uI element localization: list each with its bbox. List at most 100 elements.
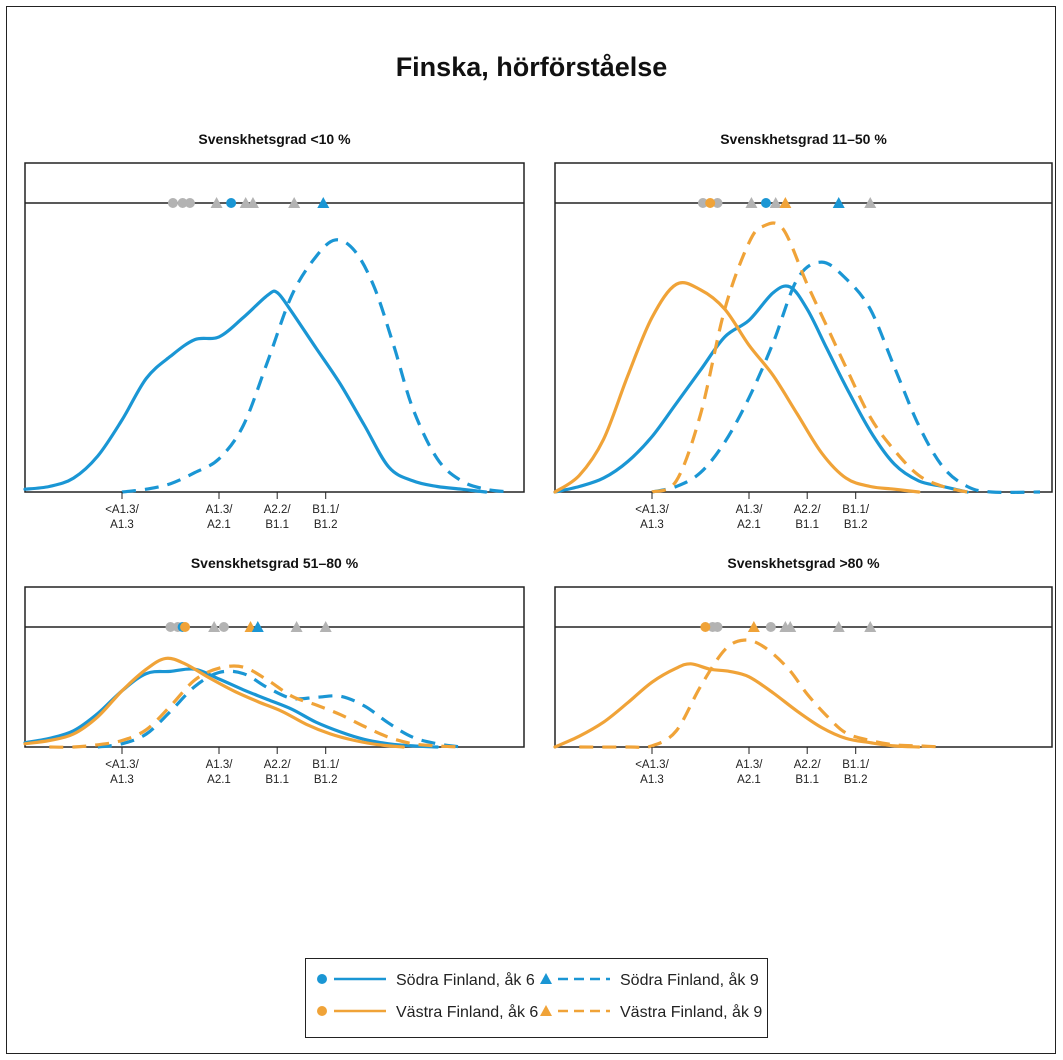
grey-circle-marker [177, 198, 188, 208]
grey-triangle-marker [784, 621, 797, 632]
x-tick-label: A1.3/ [736, 759, 764, 771]
grey-triangle-marker [288, 197, 301, 208]
x-tick-label: B1.1 [795, 519, 819, 531]
x-tick-label: B1.1/ [312, 504, 340, 516]
mean-triangle-marker [779, 197, 792, 208]
figure-frame [6, 6, 1056, 1054]
density-line-2 [97, 669, 462, 749]
x-tick-label: B1.1/ [842, 504, 870, 516]
plot-box [554, 162, 1053, 493]
x-tick-label: B1.2 [844, 774, 868, 786]
panel-title: Svenskhetsgrad 51–80 % [191, 555, 359, 571]
density-line-1 [553, 662, 921, 749]
grey-circle-marker [167, 198, 178, 208]
legend-item: Västra Finland, åk 6 [317, 1003, 538, 1021]
x-tick-label: <A1.3/ [635, 504, 669, 516]
x-tick-label: A2.1 [207, 519, 231, 531]
x-tick-label: <A1.3/ [105, 759, 139, 771]
legend-label: Södra Finland, åk 6 [396, 971, 535, 989]
density-line-4 [49, 664, 462, 749]
grey-triangle-marker [864, 197, 877, 208]
x-tick-label: B1.1/ [842, 759, 870, 771]
grey-triangle-marker [210, 197, 223, 208]
x-tick-label: A2.1 [737, 519, 761, 531]
legend-item: Södra Finland, åk 6 [317, 971, 535, 989]
mean-triangle-marker [251, 621, 264, 632]
legend-circle-icon [317, 974, 327, 984]
mean-triangle-marker [317, 197, 330, 208]
legend: Södra Finland, åk 6 Södra Finland, åk 9 Vä… [305, 958, 768, 1038]
grey-triangle-marker [290, 621, 303, 632]
x-tick-label: A2.1 [737, 774, 761, 786]
density-line-1 [23, 289, 488, 494]
density-panels: Svenskhetsgrad <10 % <A1.3/A1.3 A1.3/A2.1 A… [23, 131, 1053, 786]
grey-triangle-marker [864, 621, 877, 632]
legend-label: Västra Finland, åk 9 [620, 1003, 762, 1021]
x-tick-label: A2.2/ [794, 759, 822, 771]
panel-4: Svenskhetsgrad >80 % <A1.3/A1.3 A1.3/A2.1 A… [553, 555, 1053, 786]
legend-label: Södra Finland, åk 9 [620, 971, 759, 989]
x-tick-label: A2.2/ [264, 759, 292, 771]
panel-3: Svenskhetsgrad 51–80 % <A1.3/A1.3 A1.3/A2.… [23, 555, 525, 786]
x-tick-label: A2.2/ [264, 504, 292, 516]
legend-triangle-icon [540, 1005, 552, 1016]
x-tick-label: B1.1 [795, 774, 819, 786]
panel-1: Svenskhetsgrad <10 % <A1.3/A1.3 A1.3/A2.1 A… [23, 131, 525, 531]
legend-item: Södra Finland, åk 9 [540, 971, 759, 989]
x-tick-label: B1.1 [265, 774, 289, 786]
grey-triangle-marker [319, 621, 332, 632]
grey-triangle-marker [745, 197, 758, 208]
panel-title: Svenskhetsgrad <10 % [198, 131, 351, 147]
mean-circle-marker [180, 622, 191, 632]
x-tick-label: A1.3/ [206, 759, 234, 771]
grey-triangle-marker [208, 621, 221, 632]
grey-circle-marker [184, 198, 195, 208]
mean-circle-marker [700, 622, 711, 632]
legend-circle-icon [317, 1006, 327, 1016]
grey-circle-marker [712, 198, 723, 208]
grey-circle-marker [765, 622, 776, 632]
x-tick-label: <A1.3/ [635, 759, 669, 771]
mean-circle-marker [760, 198, 771, 208]
mean-circle-marker [226, 198, 237, 208]
legend-item: Västra Finland, åk 9 [540, 1003, 762, 1021]
plot-box [24, 162, 525, 493]
legend-triangle-icon [540, 973, 552, 984]
density-line-1 [23, 667, 439, 749]
x-tick-label: A1.3/ [736, 504, 764, 516]
x-tick-label: <A1.3/ [105, 504, 139, 516]
plot-box [24, 586, 525, 748]
density-line-3 [553, 280, 921, 494]
grey-triangle-marker [246, 197, 259, 208]
legend-label: Västra Finland, åk 6 [396, 1003, 538, 1021]
grey-triangle-marker [832, 621, 845, 632]
x-tick-label: A1.3 [110, 519, 134, 531]
plot-box [554, 586, 1053, 748]
figure-title: Finska, hörförståelse [395, 52, 668, 82]
x-tick-label: A1.3 [110, 774, 134, 786]
x-tick-label: B1.2 [314, 774, 338, 786]
x-tick-label: B1.2 [844, 519, 868, 531]
x-tick-label: A1.3 [640, 774, 664, 786]
density-line-2 [121, 238, 511, 494]
mean-triangle-marker [747, 621, 760, 632]
x-tick-label: B1.1/ [312, 759, 340, 771]
density-line-1 [553, 284, 969, 494]
grey-circle-marker [697, 198, 708, 208]
x-tick-label: A1.3 [640, 519, 664, 531]
panel-2: Svenskhetsgrad 11–50 % <A1.3/A1.3 A1.3/A2.… [553, 131, 1053, 531]
grey-circle-marker [218, 622, 229, 632]
x-tick-label: A2.1 [207, 774, 231, 786]
density-line-4 [651, 221, 968, 494]
x-tick-label: B1.1 [265, 519, 289, 531]
density-line-2 [579, 638, 944, 749]
mean-triangle-marker [832, 197, 845, 208]
x-tick-label: B1.2 [314, 519, 338, 531]
density-line-3 [23, 656, 405, 749]
grey-circle-marker [712, 622, 723, 632]
panel-title: Svenskhetsgrad >80 % [727, 555, 880, 571]
panel-title: Svenskhetsgrad 11–50 % [720, 131, 887, 147]
x-tick-label: A2.2/ [794, 504, 822, 516]
x-tick-label: A1.3/ [206, 504, 234, 516]
mean-circle-marker [705, 198, 716, 208]
